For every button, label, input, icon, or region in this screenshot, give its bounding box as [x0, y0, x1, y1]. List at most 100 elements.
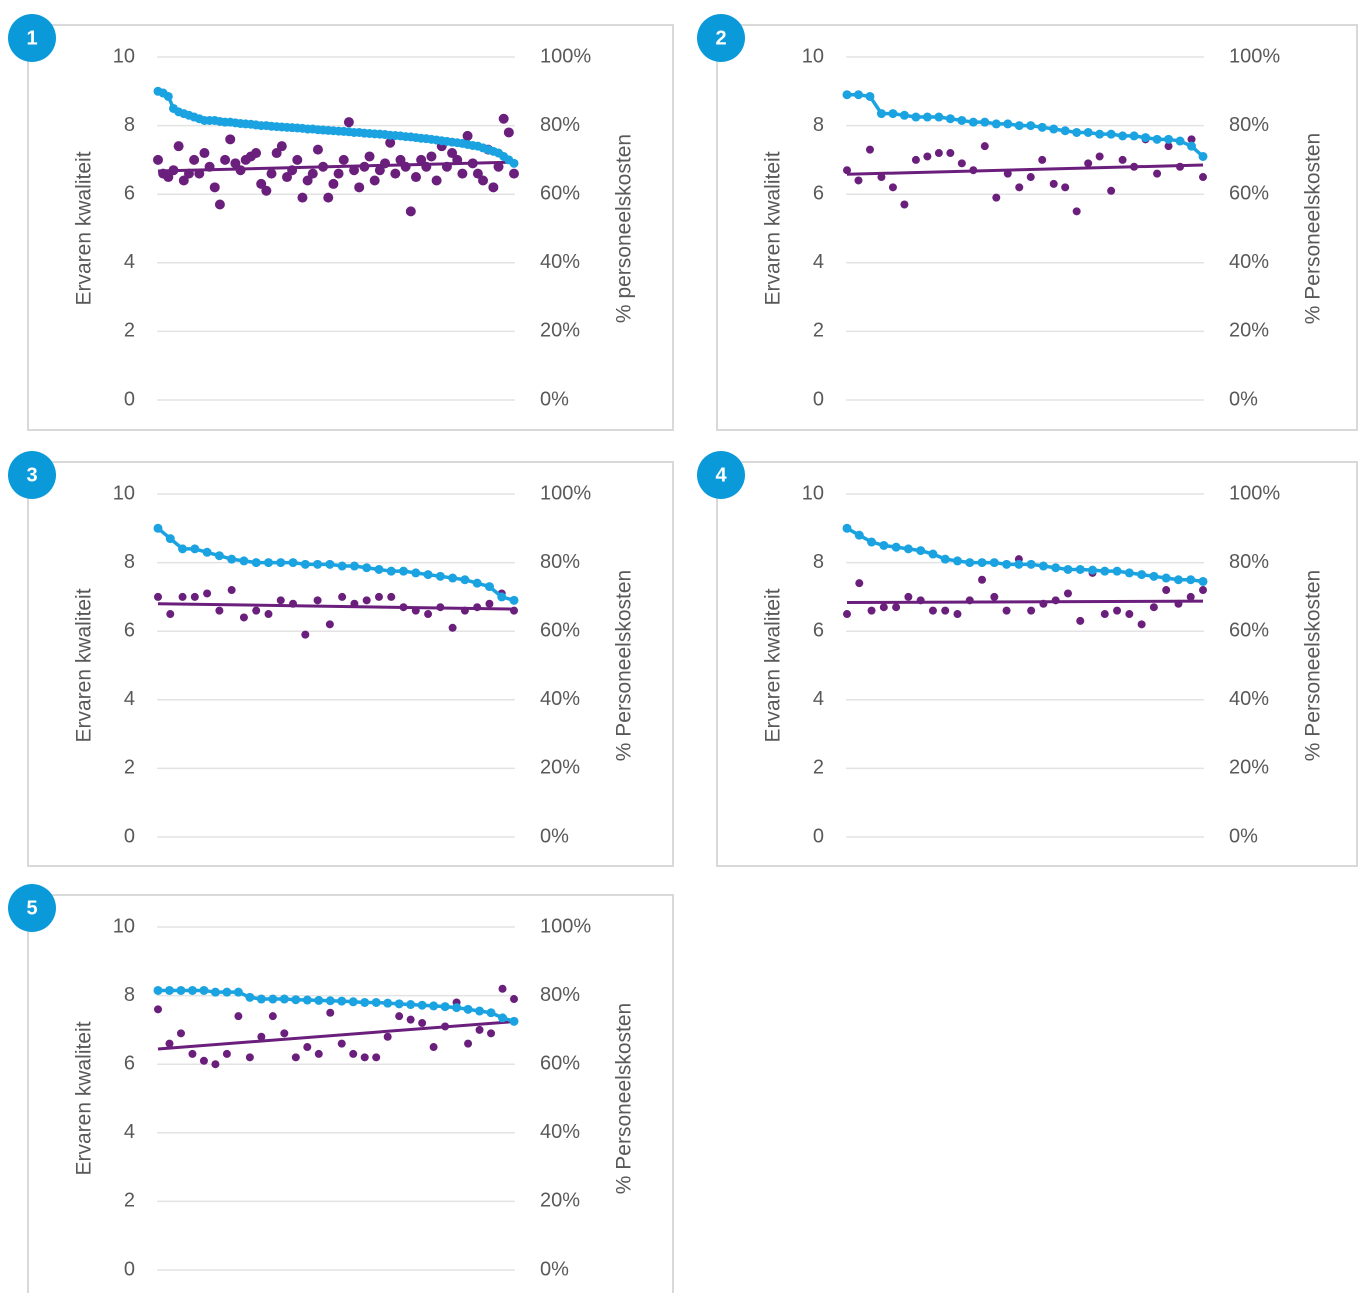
scatter-point	[410, 172, 421, 183]
line-point	[1037, 122, 1047, 132]
scatter-point	[190, 592, 199, 601]
scatter-point	[441, 161, 452, 172]
y-tick-label: 0	[124, 388, 135, 410]
scatter-point	[194, 168, 205, 179]
y2-tick-label: 0%	[540, 825, 569, 847]
line-point	[916, 546, 926, 556]
line-point	[337, 561, 347, 571]
line-point	[399, 566, 409, 576]
y-tick-label: 10	[802, 482, 824, 504]
scatter-point	[1072, 207, 1081, 216]
y-tick-label: 4	[124, 1121, 135, 1143]
line-point	[888, 109, 898, 119]
scatter-point	[154, 1005, 162, 1014]
scatter-point	[448, 623, 457, 632]
scatter-point	[301, 630, 310, 639]
scatter-point	[441, 1022, 450, 1031]
scatter-point	[1015, 183, 1024, 192]
scatter-point	[1076, 616, 1085, 625]
line-point	[472, 578, 482, 588]
scatter-point	[473, 603, 482, 612]
line-point	[302, 995, 312, 1005]
y-tick-label: 6	[124, 619, 135, 641]
line-point	[314, 995, 324, 1005]
line-point	[164, 985, 174, 995]
line-point	[1112, 566, 1122, 576]
y-axis-title: Ervaren kwaliteit	[73, 588, 96, 742]
scatter-point	[313, 596, 322, 605]
scatter-point	[405, 206, 416, 217]
scatter-point	[1100, 610, 1109, 619]
scatter-point	[343, 117, 354, 128]
line-point	[1014, 121, 1024, 131]
y2-tick-label: 60%	[540, 182, 580, 204]
y2-tick-label: 100%	[1229, 45, 1280, 67]
scatter-point	[1118, 155, 1127, 164]
scatter-point	[1049, 179, 1058, 188]
line-point	[239, 556, 249, 566]
scatter-point	[854, 176, 863, 185]
scatter-point	[992, 193, 1001, 202]
scatter-point	[203, 589, 212, 598]
panel-border	[716, 461, 1358, 867]
badge	[8, 884, 56, 932]
scatter-point	[338, 592, 347, 601]
y2-tick-label: 80%	[540, 984, 580, 1006]
scatter-point	[287, 165, 298, 176]
line-point	[1187, 141, 1197, 151]
scatter-point	[431, 175, 442, 186]
scatter-point	[498, 113, 509, 124]
scatter-point	[211, 1060, 220, 1069]
scatter-point	[447, 148, 458, 159]
scatter-point	[362, 596, 371, 605]
line-point	[383, 998, 393, 1008]
line-point	[153, 985, 163, 995]
line-point	[484, 582, 494, 592]
line-point	[509, 158, 519, 168]
scatter-point	[421, 161, 432, 172]
line-point	[435, 571, 445, 581]
line-point	[1002, 559, 1012, 569]
y-tick-label: 8	[813, 551, 824, 573]
line-point	[1137, 570, 1147, 580]
scatter-point	[360, 1053, 369, 1062]
y2-tick-label: 60%	[1229, 619, 1269, 641]
scatter-point	[234, 1012, 243, 1021]
scatter-point	[892, 603, 901, 612]
y-tick-label: 10	[113, 915, 135, 937]
line-series	[846, 526, 1204, 584]
y2-axis-title: % Personeelskosten	[613, 570, 636, 761]
scatter-point	[374, 165, 385, 176]
scatter-point	[173, 141, 184, 152]
line-point	[1051, 563, 1061, 573]
line-point	[1175, 136, 1185, 146]
line-point	[268, 994, 278, 1004]
scatter-point	[281, 172, 292, 183]
scatter-point	[400, 161, 411, 172]
scatter-point	[214, 199, 225, 210]
scatter-point	[369, 175, 380, 186]
line-point	[854, 530, 864, 540]
scatter-point	[230, 158, 241, 169]
scatter-point	[166, 610, 175, 619]
y-axis-title: Ervaren kwaliteit	[73, 151, 96, 305]
scatter-point	[153, 154, 163, 165]
line-point	[417, 1000, 427, 1010]
scatter-point	[867, 606, 876, 615]
badge	[697, 451, 745, 499]
y2-tick-label: 0%	[540, 388, 569, 410]
scatter-point	[261, 185, 272, 196]
line-point	[371, 997, 381, 1007]
scatter-point	[980, 142, 989, 151]
line-point	[865, 91, 875, 101]
scatter-point	[957, 159, 966, 168]
scatter-point	[1153, 169, 1162, 178]
y-tick-label: 2	[124, 320, 135, 342]
line-point	[1198, 576, 1208, 586]
scatter-point	[487, 1029, 496, 1038]
line-point	[153, 523, 163, 533]
y-tick-label: 8	[124, 114, 135, 136]
line-point	[903, 544, 913, 554]
